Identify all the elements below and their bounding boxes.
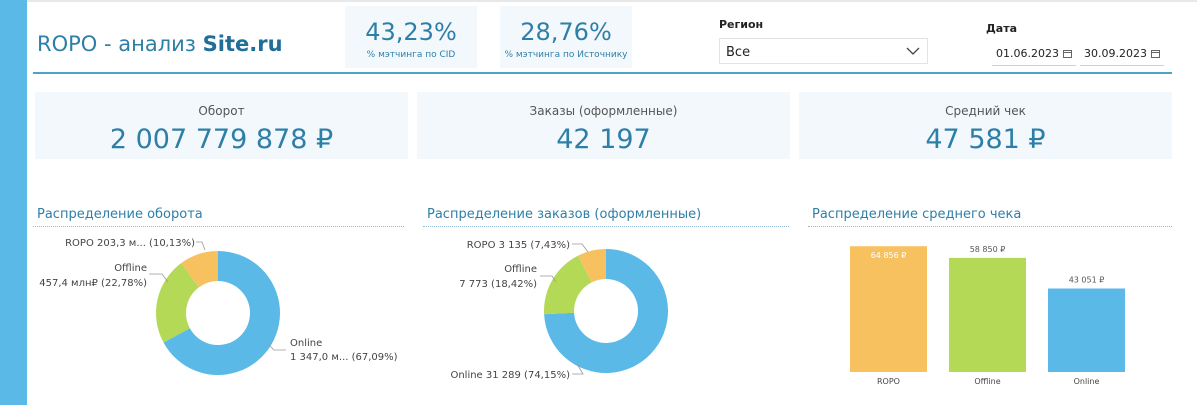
turnover-chart-divider <box>33 226 404 227</box>
metric-cid-label: % мэтчинга по CID <box>366 50 456 60</box>
region-value: Все <box>726 45 751 60</box>
orders-slice-ropo[interactable] <box>578 249 606 283</box>
kpi-turnover-label: Оборот <box>198 104 245 118</box>
metric-cid-value: 43,23% <box>365 18 457 46</box>
date-label: Дата <box>986 22 1018 35</box>
kpi-card-turnover: Оборот 2 007 779 878 ₽ <box>35 92 408 159</box>
turnover-donut: ROPO 203,3 м... (10,13%) Offline 457,4 м… <box>39 238 398 375</box>
orders-chart-divider <box>423 226 789 227</box>
kpi-card-orders: Заказы (оформленные) 42 197 <box>417 92 790 159</box>
top-divider <box>27 0 1197 2</box>
orders-label-offline-name: Offline <box>504 264 537 275</box>
avg-check-value-online: 43 051 ₽ <box>1069 276 1105 285</box>
metric-source-label: % мэтчинга по Источнику <box>504 50 628 60</box>
date-from-value: 01.06.2023 <box>996 47 1059 60</box>
orders-chart-title: Распределение заказов (оформленные) <box>427 207 702 222</box>
turnover-chart-title: Распределение оборота <box>37 207 203 222</box>
orders-leader-offline <box>540 275 557 283</box>
avg-check-bar-ropo[interactable] <box>850 246 927 372</box>
orders-leader-ropo <box>572 243 589 253</box>
turnover-label-online-name: Online <box>290 338 322 349</box>
turnover-leader-offline <box>149 273 169 283</box>
turnover-slice-ropo[interactable] <box>181 251 218 288</box>
date-to-value: 30.09.2023 <box>1084 47 1147 60</box>
region-select[interactable]: Все <box>719 38 928 64</box>
avg-check-value-ropo: 64 856 ₽ <box>871 251 907 260</box>
avg-check-chart-divider <box>808 226 1172 227</box>
kpi-orders-label: Заказы (оформленные) <box>529 104 678 118</box>
page-title: ROPO - анализ Site.ru <box>37 32 283 56</box>
avg-check-bar-offline[interactable] <box>949 257 1026 372</box>
title-prefix: ROPO - анализ <box>37 32 203 56</box>
turnover-label-ropo: ROPO 203,3 м... (10,13%) <box>65 238 195 249</box>
orders-slice-online[interactable] <box>544 249 668 373</box>
region-label: Регион <box>719 18 764 31</box>
date-to-input[interactable]: 30.09.2023 <box>1080 42 1164 66</box>
avg-check-category-ropo: ROPO <box>877 377 900 386</box>
kpi-card-avg-check: Средний чек 47 581 ₽ <box>799 92 1172 159</box>
kpi-avg-check-label: Средний чек <box>945 104 1026 118</box>
orders-label-offline-value: 7 773 (18,42%) <box>459 279 537 290</box>
title-divider <box>33 72 1172 74</box>
turnover-slice-online[interactable] <box>163 251 280 375</box>
side-accent-bar <box>0 0 27 405</box>
avg-check-category-online: Online <box>1074 377 1100 386</box>
turnover-label-online-value: 1 347,0 м... (67,09%) <box>290 352 398 363</box>
chevron-down-icon <box>906 47 920 55</box>
date-from-input[interactable]: 01.06.2023 <box>992 42 1076 66</box>
metric-card-cid: 43,23% % мэтчинга по CID <box>345 6 477 68</box>
calendar-icon[interactable] <box>1063 50 1072 58</box>
orders-label-online: Online 31 289 (74,15%) <box>450 370 570 381</box>
orders-donut: ROPO 3 135 (7,43%) Offline 7 773 (18,42%… <box>450 240 668 381</box>
turnover-label-offline-value: 457,4 млн₽ (22,78%) <box>39 278 147 289</box>
avg-check-bar-online[interactable] <box>1048 288 1125 372</box>
calendar-icon[interactable] <box>1151 50 1160 58</box>
avg-check-category-offline: Offline <box>974 377 1000 386</box>
avg-check-bars: 64 856 ₽ 58 850 ₽ 43 051 ₽ ROPO Offline … <box>850 245 1125 386</box>
avg-check-chart-title: Распределение среднего чека <box>812 207 1022 222</box>
orders-label-ropo: ROPO 3 135 (7,43%) <box>467 240 570 251</box>
orders-slice-offline[interactable] <box>543 255 592 315</box>
orders-leader-online <box>572 363 584 375</box>
kpi-orders-value: 42 197 <box>556 124 651 155</box>
kpi-avg-check-value: 47 581 ₽ <box>925 124 1046 155</box>
title-site: Site.ru <box>202 32 283 56</box>
metric-source-value: 28,76% <box>520 18 612 46</box>
turnover-leader-online <box>267 343 286 351</box>
turnover-leader-ropo <box>196 241 206 251</box>
kpi-turnover-value: 2 007 779 878 ₽ <box>109 124 334 155</box>
metric-card-source: 28,76% % мэтчинга по Источнику <box>500 6 632 68</box>
avg-check-value-offline: 58 850 ₽ <box>970 245 1006 254</box>
turnover-slice-offline[interactable] <box>156 263 199 343</box>
turnover-label-offline-name: Offline <box>114 263 147 274</box>
